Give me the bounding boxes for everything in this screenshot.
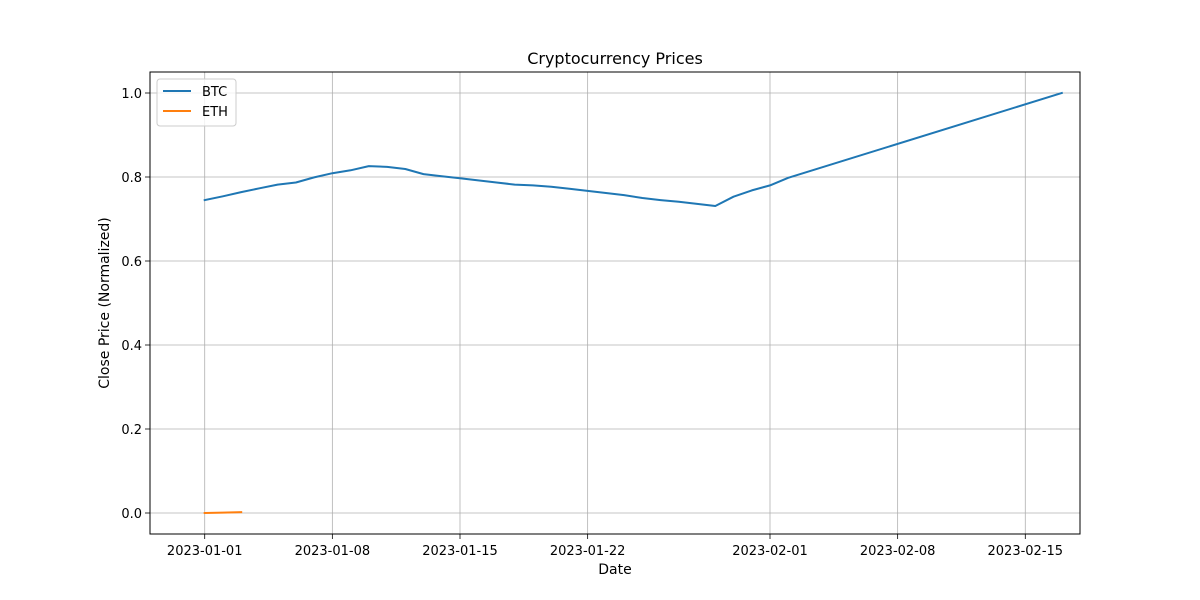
x-tick-label: 2023-01-01 <box>167 544 243 559</box>
grid <box>150 72 1080 534</box>
y-tick-label: 0.4 <box>121 339 142 354</box>
series-line-btc <box>203 91 1064 207</box>
legend-label-btc: BTC <box>202 85 227 100</box>
plot-frame <box>149 71 1081 535</box>
x-tick-label: 2023-01-08 <box>295 544 371 559</box>
y-axis-label: Close Price (Normalized) <box>97 217 113 389</box>
plot-area <box>150 72 1080 534</box>
series-line-eth <box>203 511 243 515</box>
series-lines <box>203 91 1064 515</box>
y-tick-label: 0.2 <box>121 423 142 438</box>
x-axis: 2023-01-01 2023-01-08 2023-01-15 2023-01-22… <box>167 534 1063 559</box>
chart-title: Cryptocurrency Prices <box>527 49 703 68</box>
legend: BTC ETH <box>156 78 237 127</box>
y-tick-label: 0.6 <box>121 255 142 270</box>
x-axis-label: Date <box>598 562 631 578</box>
x-tick-label: 2023-02-08 <box>860 544 936 559</box>
y-tick-label: 1.0 <box>121 87 142 102</box>
x-tick-label: 2023-02-01 <box>732 544 808 559</box>
y-axis: 0.0 0.2 0.4 0.6 0.8 1.0 <box>121 87 150 522</box>
legend-label-eth: ETH <box>202 105 228 120</box>
x-tick-label: 2023-02-15 <box>988 544 1064 559</box>
y-tick-label: 0.0 <box>121 507 142 522</box>
x-tick-label: 2023-01-22 <box>550 544 626 559</box>
y-tick-label: 0.8 <box>121 171 142 186</box>
x-tick-label: 2023-01-15 <box>422 544 498 559</box>
